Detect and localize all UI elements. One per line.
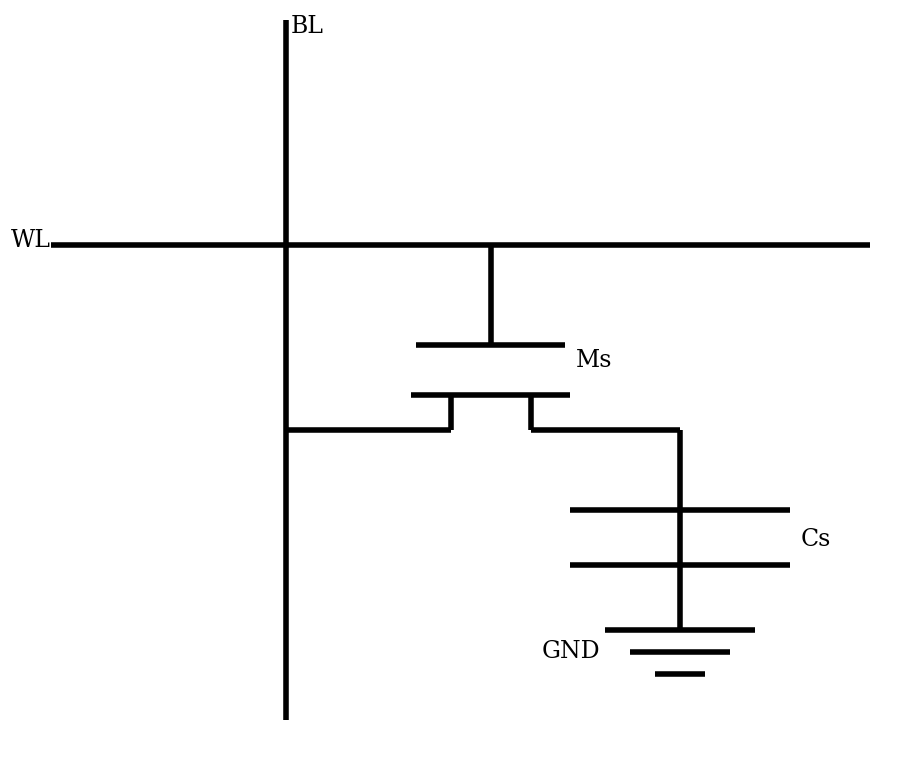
Text: WL: WL xyxy=(11,229,51,252)
Text: BL: BL xyxy=(291,15,323,38)
Text: Cs: Cs xyxy=(799,529,830,552)
Text: Ms: Ms xyxy=(575,349,611,372)
Text: GND: GND xyxy=(541,640,600,663)
